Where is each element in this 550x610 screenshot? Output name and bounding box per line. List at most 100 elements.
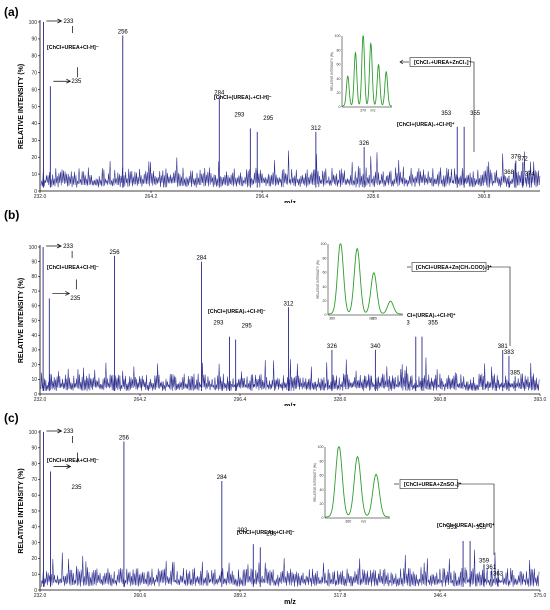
y-tick-label: 20 [31,362,37,368]
peak-label: 374 [525,171,536,177]
y-tick-label: 90 [31,446,37,452]
inset-y-tick: 100 [318,445,324,449]
inset-y-tick: 80 [320,459,324,463]
inset-y-tick: 80 [337,48,341,52]
peak-label: 326 [327,344,338,350]
peak-label: 256 [119,435,130,441]
peak-label: 326 [359,141,370,147]
spectrum-chart-a: (a) 0 10 20 30 40 50 60 70 80 90 100 232.0 264.2 296.4… [4,5,541,203]
peak-label: 235 [71,485,82,491]
inset-x-label: m/z [370,109,376,113]
peak-label: 256 [110,250,121,256]
peak-label: 293 [234,112,245,118]
panel-label: (b) [4,208,19,222]
species-annotation: [ChCl+UREA+Cl-H]⁻ [47,458,99,464]
y-tick-label: 0 [34,189,37,195]
peak-label: 312 [311,126,322,132]
species-annotation: [ChCl+(UREA)₂+Cl-H]⁺ [437,523,495,529]
y-tick-label: 80 [31,461,37,467]
peak-label: 355 [470,111,481,117]
spectrum-chart-b: (b) 0 10 20 30 40 50 60 70 80 90 100 232.0 264.2 296.4… [4,208,547,406]
peak-label: 295 [266,531,277,537]
species-annotation: [ChCl₂+UREA+ZnCl₂]⁻ [414,60,472,66]
peak-label: 256 [118,30,129,36]
y-tick-label: 20 [31,556,37,562]
inset-background [316,240,407,325]
inset-y-tick: 20 [320,502,324,506]
inset-x-tick: 360 [345,520,351,524]
peak-label: 361 [486,565,497,571]
y-axis-label: RELATIVE INTENSITY (%) [18,278,25,363]
peak-label: 381 [498,344,509,350]
y-tick-label: 70 [31,289,37,295]
x-tick-label: 360.8 [434,397,447,403]
x-axis-label: m/z [284,403,296,406]
x-tick-label: 232.0 [34,397,47,403]
inset-y-tick: 40 [337,77,341,81]
y-axis-label: RELATIVE INTENSITY (%) [18,468,25,553]
peak-label: 284 [214,90,225,96]
x-tick-label: 289.2 [234,593,247,599]
panel-label: (a) [4,5,19,19]
x-tick-label: 393.0 [534,397,547,403]
peak-label: 383 [504,350,515,356]
peak-label: 353 [447,525,458,531]
species-annotation: [ChCl+(UREA)₂+Cl-H]⁺ [398,313,456,319]
x-tick-label: 346.4 [434,593,447,599]
inset-profile-line [327,243,403,315]
arrow-head [57,18,63,24]
inset-x-label: m/z [361,520,367,524]
peak-label: 293 [237,528,248,534]
spectrum-chart-c: (c) 0 10 20 30 40 50 60 70 80 90 100 232.0 260.6 289.2… [4,411,547,606]
y-tick-label: 80 [31,274,37,280]
x-tick-label: 232.0 [34,593,47,599]
y-tick-label: 20 [31,155,37,161]
species-annotation: [ChCl+UREA+Cl-H]⁻ [47,45,99,51]
x-tick-label: 328.6 [334,397,347,403]
peak-label: 233 [63,244,74,250]
peak-label: 284 [217,475,228,481]
panel-c: (c) 0 10 20 30 40 50 60 70 80 90 100 232.0 260.6 289.2… [0,406,550,609]
inset-x-tick: 370 [360,109,366,113]
inset-y-tick: 0 [339,105,341,109]
y-tick-label: 100 [29,245,38,251]
x-tick-label: 375.0 [534,593,547,599]
y-tick-label: 0 [34,588,37,594]
y-tick-label: 50 [31,509,37,515]
panel-a: (a) 0 10 20 30 40 50 60 70 80 90 100 232.0 264.2 296.4… [0,0,550,203]
inset-y-tick: 100 [335,34,341,38]
species-annotation: [ChCl+UREA+Zn(CH₃COO)₂]⁺ [416,265,492,271]
y-tick-label: 70 [31,71,37,77]
panel-b: (b) 0 10 20 30 40 50 60 70 80 90 100 232.0 264.2 296.4… [0,203,550,406]
x-tick-label: 296.4 [256,194,269,200]
x-tick-label: 317.8 [334,593,347,599]
peak-label: 368 [504,170,515,176]
y-tick-label: 90 [31,37,37,43]
arrow-head [56,243,62,249]
spectrum-baseline [40,549,540,587]
inset-y-tick: 0 [325,313,327,317]
inset-y-label: RELATIVE INTENSITY (%) [316,260,320,299]
inset-y-tick: 40 [320,488,324,492]
x-tick-label: 360.8 [478,194,491,200]
y-tick-label: 40 [31,333,37,339]
peak-label: 359 [479,559,490,565]
x-tick-label: 264.2 [145,194,158,200]
arrow-head [57,428,63,434]
peak-label: 233 [63,429,74,435]
species-annotation: [ChCl+UREA+Cl-H]⁻ [47,265,99,271]
peak-label: 233 [63,19,74,25]
y-tick-label: 60 [31,304,37,310]
inset-profile-line [324,446,390,518]
y-axis-label: RELATIVE INTENSITY (%) [18,64,25,149]
arrow-head [65,291,71,296]
peak-label: 235 [70,296,81,302]
peak-label: 235 [71,79,82,85]
inset-y-tick: 20 [337,91,341,95]
x-tick-label: 328.6 [367,194,380,200]
inset-background [330,32,396,117]
inset-profile-line [341,35,392,107]
peak-label: 340 [370,344,381,350]
species-annotation: [ChCl+(UREA)₂+Cl-H]⁻ [237,530,295,536]
y-tick-label: 70 [31,477,37,483]
